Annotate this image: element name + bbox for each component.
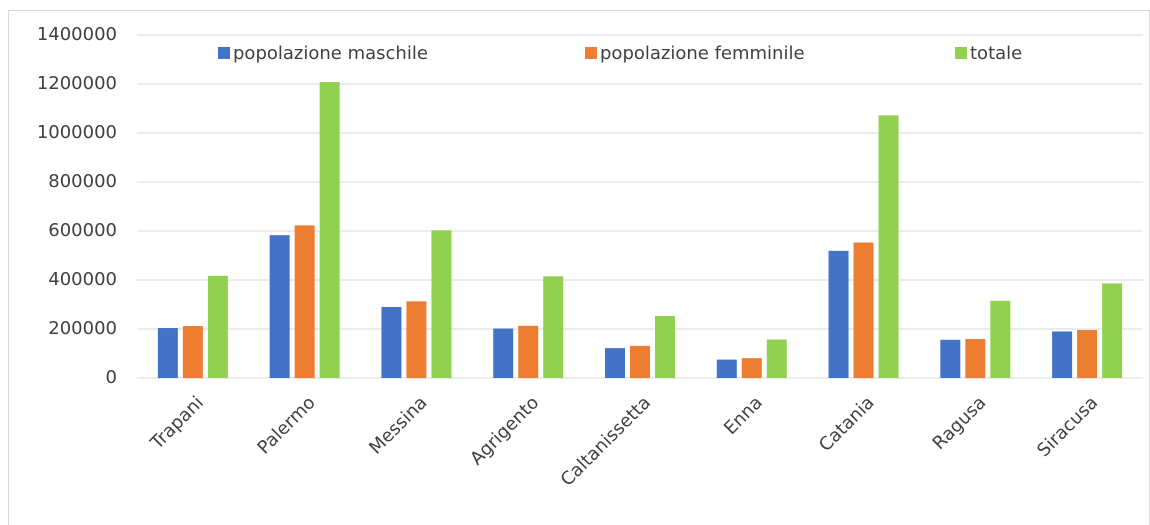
x-tick-label: Palermo	[253, 392, 319, 458]
y-tick-label: 800000	[48, 171, 117, 192]
bar	[605, 348, 625, 378]
bar	[543, 276, 564, 378]
y-tick-label: 1200000	[37, 73, 117, 94]
x-tick-label: Trapani	[146, 392, 208, 454]
bar	[182, 326, 203, 378]
bar	[1102, 283, 1123, 378]
y-tick-label: 200000	[48, 318, 117, 339]
bar	[940, 339, 961, 378]
y-tick-label: 0	[106, 367, 117, 388]
bar	[741, 358, 762, 378]
bar	[381, 306, 402, 378]
bar	[716, 359, 737, 378]
y-tick-label: 400000	[48, 269, 117, 290]
bar	[493, 328, 514, 378]
bar	[294, 225, 315, 378]
bar	[766, 339, 787, 378]
x-tick-label: Ragusa	[929, 392, 991, 454]
legend-swatch	[955, 47, 967, 59]
bar	[269, 235, 290, 378]
x-tick-label: Siracusa	[1033, 392, 1102, 461]
bar	[319, 82, 340, 378]
bar	[965, 339, 986, 378]
legend-label: totale	[970, 43, 1022, 64]
legend-label: popolazione femminile	[600, 43, 805, 64]
bar	[431, 230, 452, 378]
x-tick-label: Enna	[720, 392, 767, 439]
x-tick-label: Catania	[815, 392, 879, 456]
legend-swatch	[218, 47, 230, 59]
x-tick-label: Messina	[365, 392, 431, 458]
bar	[630, 345, 650, 378]
y-tick-label: 1000000	[37, 122, 117, 143]
y-tick-label: 600000	[48, 220, 117, 241]
legend-label: popolazione maschile	[233, 43, 428, 64]
x-tick-label: Agrigento	[466, 392, 543, 469]
bar	[1052, 331, 1073, 378]
bar	[990, 300, 1011, 378]
bar	[828, 250, 849, 378]
legend-swatch	[585, 47, 597, 59]
bar	[878, 115, 899, 379]
y-tick-label: 1400000	[37, 24, 117, 45]
bar	[406, 301, 427, 378]
x-tick-label: Caltanissetta	[557, 392, 655, 490]
chart-frame	[8, 10, 1150, 525]
bar	[655, 316, 675, 378]
bar	[207, 275, 228, 378]
bar	[518, 325, 539, 378]
bar	[1077, 329, 1098, 378]
bar	[853, 242, 874, 378]
bar	[157, 328, 178, 378]
